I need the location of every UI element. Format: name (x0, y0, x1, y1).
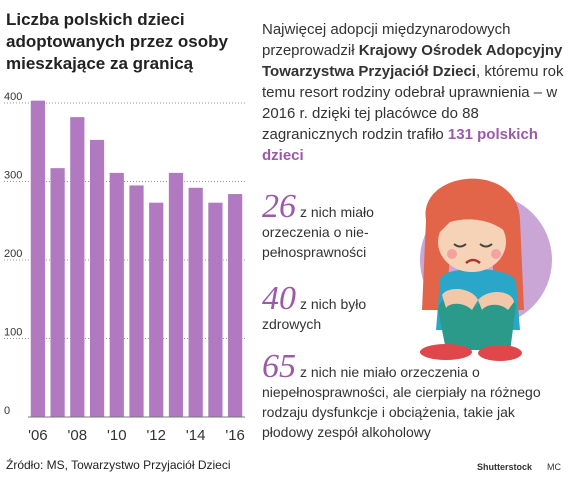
stat-healthy: 40 z nich było zdrowych (262, 282, 392, 334)
bar-2009 (89, 139, 105, 417)
author-credit: MC (547, 462, 561, 472)
y-tick-label: 300 (4, 170, 22, 182)
bar-2016 (228, 194, 243, 417)
bar-chart: 0 100 200 300 400 '06 '08 '10 '12 '14 '16 (4, 91, 245, 444)
stat-number: 65 (262, 348, 296, 385)
x-tick-label: '16 (225, 427, 245, 444)
bar-2014 (188, 187, 203, 417)
chart-title: Liczba polskich dzieci adoptowanych prze… (6, 10, 228, 73)
photo-credit: Shutterstock (477, 462, 533, 472)
intro-organization: Krajowy Ośrodek Adopcyjny Towarzystwa Pr… (262, 42, 563, 80)
bar-2008 (70, 117, 85, 417)
stat-number: 26 (262, 188, 296, 225)
stat-text: z nich nie miało orzeczenia o niepełnosp… (262, 364, 541, 440)
bar-2007 (50, 168, 65, 417)
x-tick-label: '06 (28, 427, 48, 444)
bar-2010 (109, 172, 124, 417)
x-tick-label: '12 (146, 427, 166, 444)
intro-highlight: 131 polskich dzieci (262, 126, 538, 164)
bar-2012 (149, 202, 164, 417)
intro-text-2: , któremu rok temu resort rodziny odebra… (262, 63, 564, 143)
bar-2006 (30, 100, 45, 418)
intro-paragraph: Najwięcej adopcji międzynarodowych przep… (262, 19, 567, 166)
intro-text-1: Najwięcej adopcji międzynarodowych przep… (262, 21, 511, 59)
y-tick-label: 200 (4, 248, 22, 260)
stat-disabled: 26 z nich miało orzeczenia o nie-pełnospr… (262, 190, 402, 262)
stat-dysfunctions: 65 z nich nie miało orzeczenia o niepełno… (262, 350, 567, 442)
y-tick-label: 400 (4, 91, 22, 103)
stat-number: 40 (262, 280, 296, 317)
stat-text: z nich miało orzeczenia o nie-pełnospraw… (262, 204, 374, 260)
sad-girl-illustration (420, 178, 552, 361)
stat-text: z nich było zdrowych (262, 296, 367, 332)
x-tick-label: '10 (107, 427, 127, 444)
y-tick-label: 0 (4, 405, 10, 417)
x-tick-label: '14 (186, 427, 206, 444)
y-tick-label: 100 (4, 327, 22, 339)
bar-2011 (129, 185, 144, 417)
bar-2015 (208, 202, 223, 417)
source-note: Źródło: MS, Towarzystwo Przyjaciół Dziec… (6, 458, 231, 472)
bar-2013 (168, 172, 184, 417)
x-tick-label: '08 (68, 427, 88, 444)
